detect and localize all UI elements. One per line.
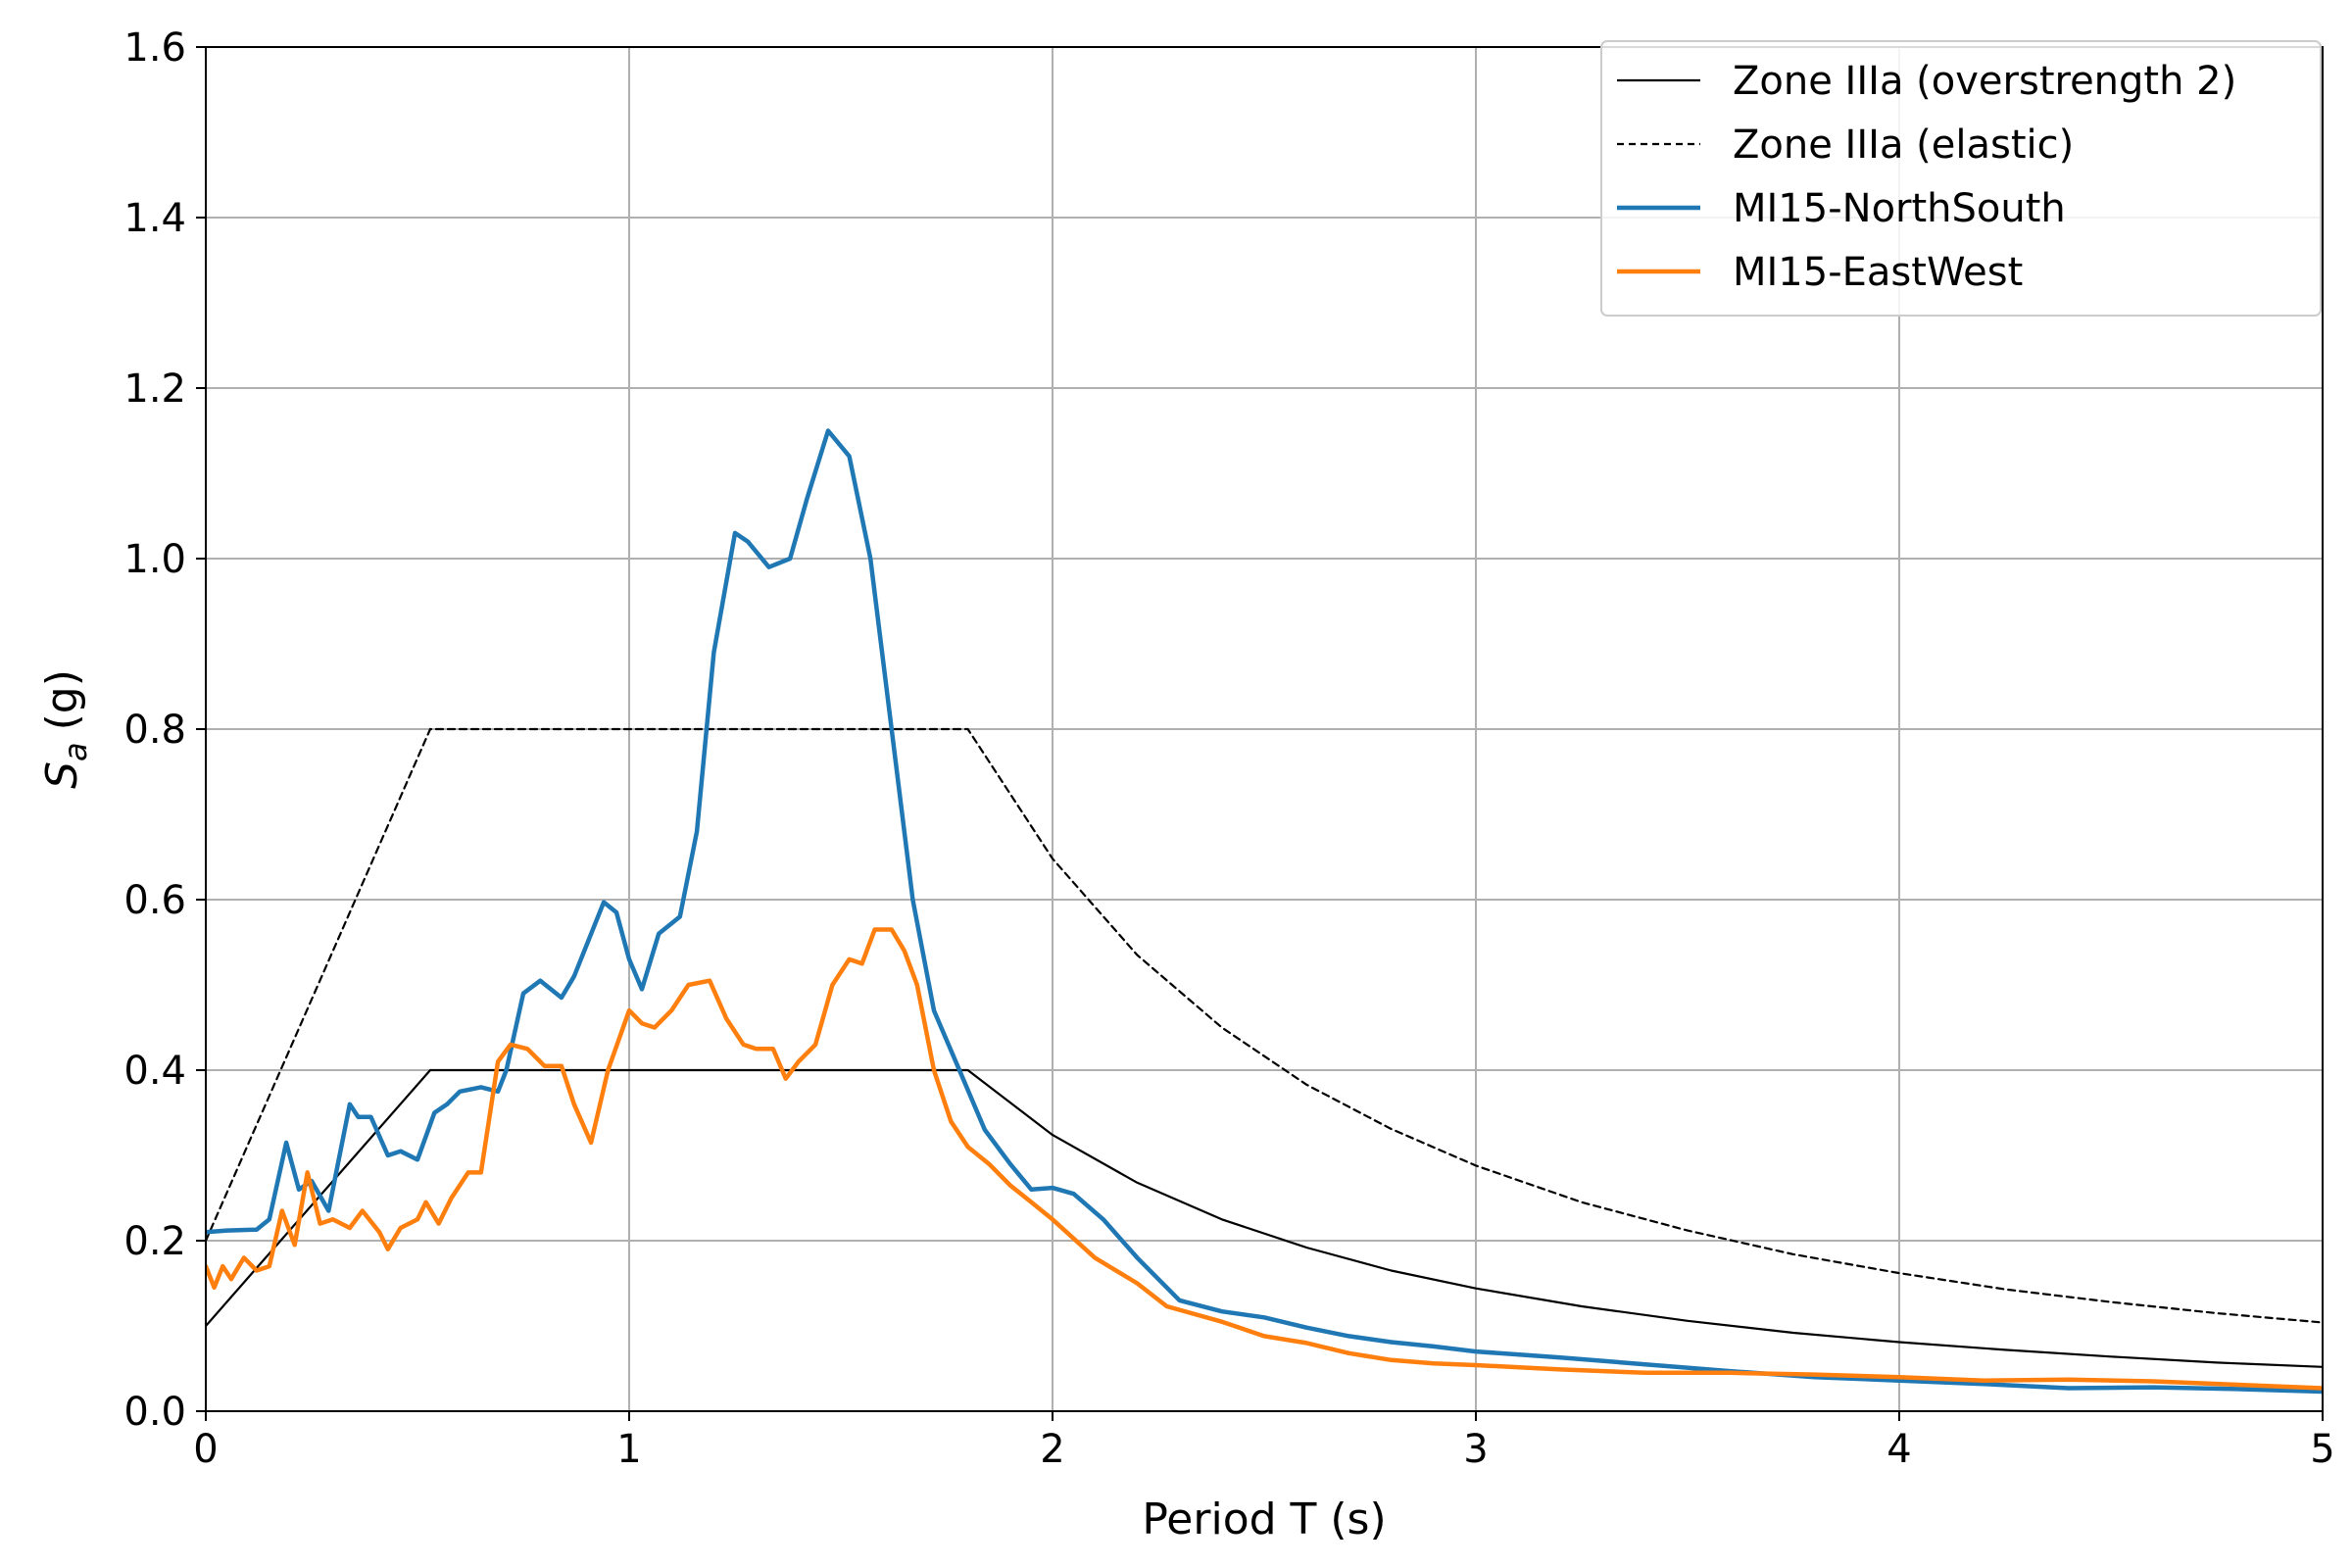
legend-label-1: Zone IIIa (elastic) <box>1733 122 2074 168</box>
y-tick-label: 0.4 <box>123 1049 186 1094</box>
legend-label-3: MI15-EastWest <box>1733 250 2023 295</box>
x-tick-label: 3 <box>1463 1427 1488 1472</box>
y-tick-label: 1.2 <box>123 367 186 412</box>
y-axis-title: Sa (g) <box>37 669 94 789</box>
y-tick-label: 0.6 <box>123 878 186 923</box>
x-tick-label: 5 <box>2310 1427 2334 1472</box>
x-tick-label: 2 <box>1040 1427 1064 1472</box>
series-line-2 <box>206 428 2323 1395</box>
series-line-3 <box>206 927 2323 1391</box>
y-tick-label: 1.0 <box>123 537 186 582</box>
y-tick-label: 0.0 <box>123 1390 186 1435</box>
series-layer <box>206 428 2323 1395</box>
y-tick-label: 1.6 <box>123 25 186 71</box>
x-axis-title: Period T (s) <box>1142 1494 1386 1544</box>
y-axis: 0.0 0.2 0.4 0.6 0.8 1.0 1.2 1.4 1.6 <box>123 25 206 1435</box>
legend-label-2: MI15-NorthSouth <box>1733 186 2066 231</box>
y-axis-title-subscript: a <box>57 742 94 761</box>
legend-box <box>1600 40 2322 317</box>
y-axis-title-unit: (g) <box>37 669 87 730</box>
y-tick-label: 1.4 <box>123 196 186 241</box>
x-tick-label: 0 <box>193 1427 218 1472</box>
y-tick-label: 0.8 <box>123 708 186 753</box>
y-axis-title-symbol: S <box>37 761 87 789</box>
legend: Zone IIIa (overstrength 2) Zone IIIa (ela… <box>1600 40 2322 317</box>
x-tick-label: 4 <box>1886 1427 1911 1472</box>
y-tick-label: 0.2 <box>123 1219 186 1264</box>
legend-label-0: Zone IIIa (overstrength 2) <box>1733 59 2236 104</box>
series-line-1 <box>206 727 2323 1324</box>
x-tick-label: 1 <box>616 1427 641 1472</box>
series-line-0 <box>206 1068 2323 1368</box>
x-axis: 0 1 2 3 4 5 <box>193 1411 2335 1472</box>
